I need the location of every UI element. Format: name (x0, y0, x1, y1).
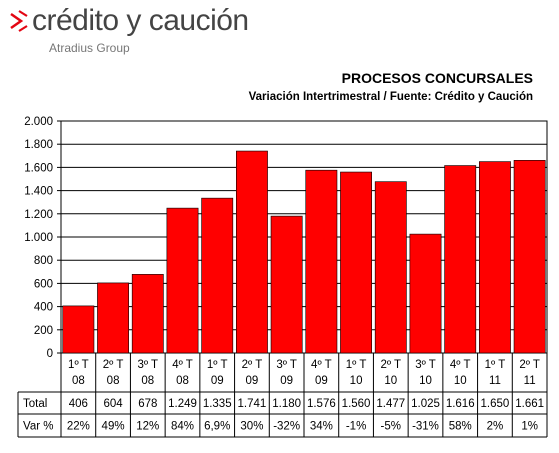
bar (201, 197, 234, 354)
x-tick-label: 2º T (519, 359, 540, 371)
x-tick-label: 09 (246, 375, 259, 387)
x-tick-label: 09 (315, 375, 328, 387)
y-tick-label: 1.600 (24, 162, 53, 174)
brand-tagline: Atradius Group (49, 41, 130, 55)
data-label: -5% (381, 421, 401, 433)
y-tick-label: 2.000 (24, 116, 53, 128)
x-tick-label: 10 (350, 375, 363, 387)
data-label: 1.249 (168, 398, 197, 410)
bar (131, 274, 164, 354)
data-label: 406 (69, 398, 88, 410)
data-label: 1.335 (203, 398, 232, 410)
x-tick-label: 4º T (172, 359, 193, 371)
y-tick-label: 800 (34, 255, 53, 267)
data-label: 12% (136, 421, 159, 433)
data-label: 1.576 (307, 398, 336, 410)
x-tick-label: 10 (454, 375, 467, 387)
x-tick-label: 08 (72, 375, 85, 387)
bar (513, 160, 546, 354)
data-label: 34% (310, 421, 333, 433)
bar (444, 165, 477, 354)
data-label: 1.180 (272, 398, 301, 410)
x-tick-label: 4º T (311, 359, 332, 371)
bar (166, 207, 199, 354)
x-tick-label: 09 (280, 375, 293, 387)
y-tick-label: 1.400 (24, 186, 53, 198)
bar (62, 305, 95, 354)
data-label: 1.560 (342, 398, 371, 410)
x-tick-label: 3º T (415, 359, 436, 371)
x-tick-label: 2º T (103, 359, 124, 371)
y-tick-label: 1.200 (24, 209, 53, 221)
data-label: 1.616 (446, 398, 475, 410)
data-label: 1% (521, 421, 538, 433)
x-tick-label: 1º T (68, 359, 89, 371)
bar (374, 181, 407, 354)
x-tick-label: 2º T (242, 359, 263, 371)
data-label: 1.477 (376, 398, 405, 410)
data-label: 1.650 (481, 398, 510, 410)
y-tick-label: 1.800 (24, 139, 53, 151)
x-tick-label: 10 (384, 375, 397, 387)
bar (236, 150, 268, 354)
data-label: 49% (102, 421, 125, 433)
x-tick-label: 3º T (276, 359, 297, 371)
y-tick-label: 400 (34, 302, 53, 314)
x-tick-label: 08 (107, 375, 120, 387)
data-label: 6,9% (204, 421, 230, 433)
x-tick-label: 1º T (207, 359, 228, 371)
x-tick-label: 10 (419, 375, 432, 387)
chart-title: PROCESOS CONCURSALES (341, 70, 533, 86)
data-label: 30% (240, 421, 263, 433)
data-label: 1.025 (411, 398, 440, 410)
data-label: 84% (171, 421, 194, 433)
data-label: 1.661 (515, 398, 544, 410)
bar (409, 233, 442, 354)
data-label: -32% (273, 421, 300, 433)
data-label: 22% (67, 421, 90, 433)
x-tick-label: 11 (489, 375, 501, 387)
data-label: 2% (487, 421, 504, 433)
y-tick-label: 600 (34, 278, 53, 290)
y-tick-label: 0 (47, 348, 53, 360)
x-tick-label: 1º T (485, 359, 506, 371)
bar (340, 171, 372, 354)
data-label: -1% (346, 421, 366, 433)
bar (305, 169, 338, 354)
brand-mark-icon (10, 10, 28, 32)
data-label: 604 (103, 398, 123, 410)
bar (270, 215, 303, 354)
x-tick-label: 4º T (450, 359, 471, 371)
x-tick-label: 08 (141, 375, 154, 387)
y-tick-label: 1.000 (24, 232, 53, 244)
x-tick-label: 11 (524, 375, 536, 387)
table-row-label: Var % (23, 421, 53, 433)
table-row-label: Total (23, 398, 47, 410)
chart-subtitle: Variación Intertrimestral / Fuente: Créd… (248, 91, 533, 103)
bar (97, 282, 129, 354)
x-tick-label: 08 (176, 375, 189, 387)
x-tick-label: 3º T (137, 359, 158, 371)
x-tick-label: 2º T (380, 359, 401, 371)
data-label: -31% (412, 421, 439, 433)
brand-logo: crédito y caución Atradius Group (8, 4, 249, 56)
brand-name: crédito y caución (32, 4, 249, 37)
x-tick-label: 1º T (346, 359, 367, 371)
data-label: 678 (138, 398, 157, 410)
data-label: 1.741 (238, 398, 267, 410)
data-label: 58% (449, 421, 472, 433)
bar (479, 161, 511, 354)
x-tick-label: 09 (211, 375, 224, 387)
y-tick-label: 200 (34, 325, 53, 337)
